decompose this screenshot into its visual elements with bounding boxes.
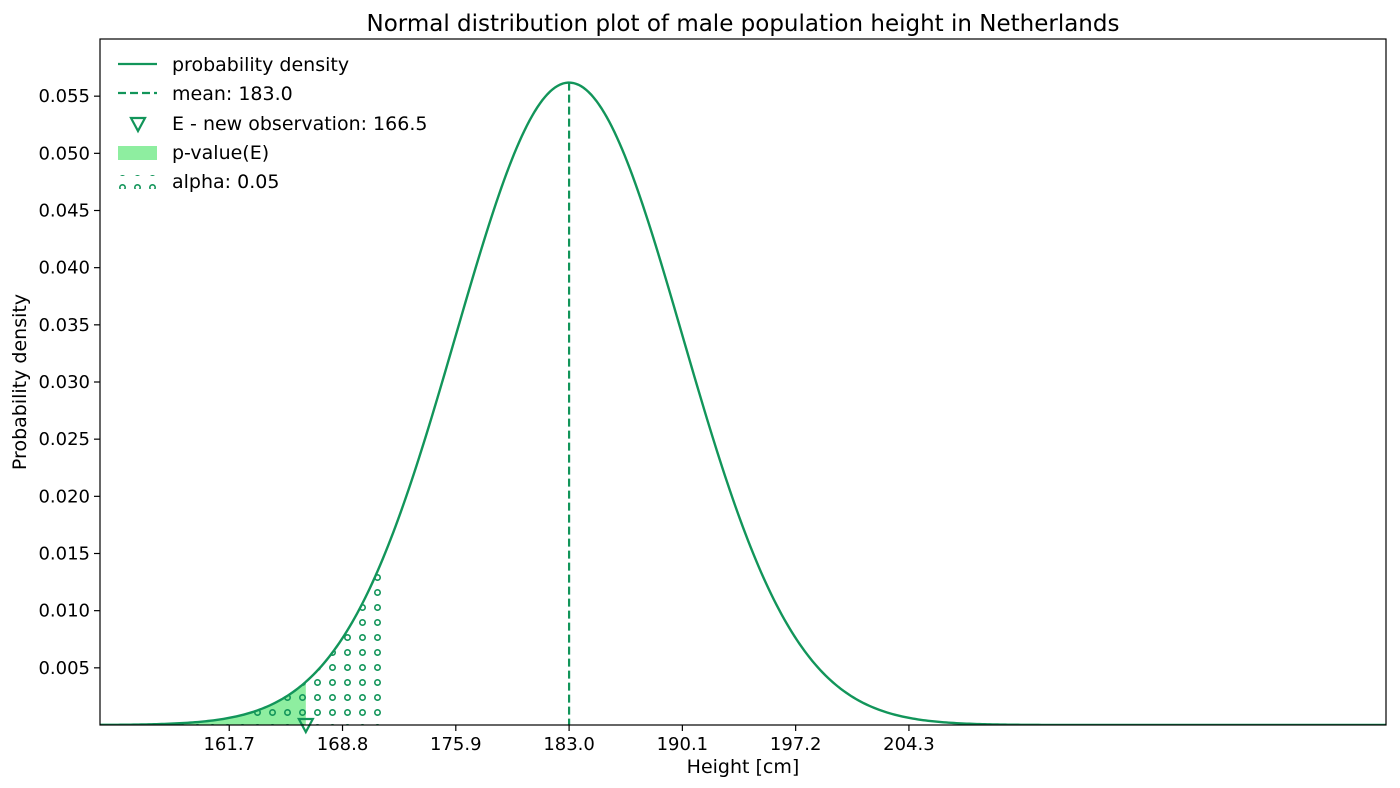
y-axis-label: Probability density xyxy=(9,294,31,470)
legend: probability density mean: 183.0 E - new … xyxy=(118,54,427,193)
y-tick-label: 0.010 xyxy=(38,601,90,622)
x-tick-label: 161.7 xyxy=(203,734,255,755)
y-tick-label: 0.005 xyxy=(38,658,90,679)
x-tick-label: 197.2 xyxy=(770,734,822,755)
y-tick-label: 0.025 xyxy=(38,429,90,450)
y-tick-label: 0.015 xyxy=(38,544,90,565)
x-axis: 161.7 168.8 175.9 183.0 190.1 197.2 204.3 xyxy=(203,725,935,755)
y-tick-label: 0.040 xyxy=(38,258,90,279)
chart-title: Normal distribution plot of male populat… xyxy=(367,11,1120,37)
legend-label-density: probability density xyxy=(172,54,349,76)
y-tick-label: 0.035 xyxy=(38,315,90,336)
legend-label-mean: mean: 183.0 xyxy=(172,83,293,105)
x-tick-label: 204.3 xyxy=(883,734,935,755)
y-tick-label: 0.055 xyxy=(38,86,90,107)
plot-frame xyxy=(99,38,1387,726)
x-axis-label: Height [cm] xyxy=(687,756,800,778)
x-tick-label: 168.8 xyxy=(317,734,369,755)
legend-fill-swatch xyxy=(118,146,157,160)
legend-label-observation: E - new observation: 166.5 xyxy=(172,113,427,135)
y-tick-label: 0.050 xyxy=(38,143,90,164)
x-tick-label: 190.1 xyxy=(657,734,709,755)
y-tick-label: 0.045 xyxy=(38,201,90,222)
legend-hatch-swatch xyxy=(118,175,157,189)
alpha-hatch-area xyxy=(100,558,383,725)
legend-marker-swatch xyxy=(129,116,147,134)
x-tick-label: 183.0 xyxy=(543,734,595,755)
y-axis: 0.005 0.010 0.015 0.020 0.025 0.030 0.035 0.040… xyxy=(38,86,100,679)
density-curve xyxy=(100,81,1386,725)
legend-label-alpha: alpha: 0.05 xyxy=(172,171,279,193)
y-tick-label: 0.030 xyxy=(38,372,90,393)
legend-label-pvalue: p-value(E) xyxy=(172,142,269,164)
y-tick-label: 0.020 xyxy=(38,486,90,507)
x-tick-label: 175.9 xyxy=(430,734,482,755)
